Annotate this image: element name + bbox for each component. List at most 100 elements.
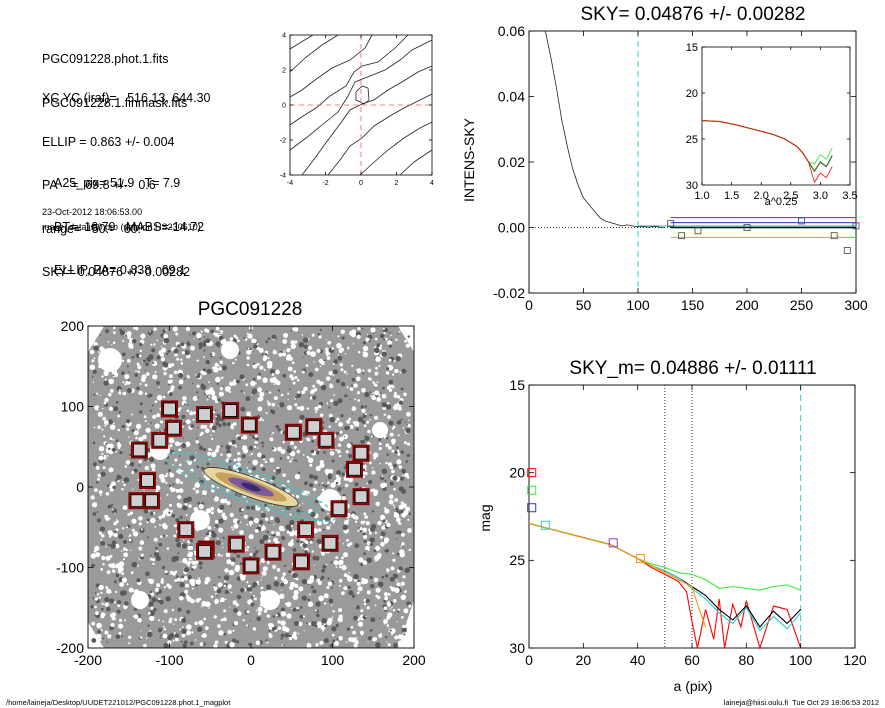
noise-speck: [113, 326, 116, 330]
noise-speck: [356, 376, 361, 382]
noise-speck: [332, 610, 335, 613]
noise-speck: [391, 427, 394, 430]
noise-speck: [165, 393, 167, 396]
noise-speck: [189, 411, 194, 416]
noise-speck: [104, 425, 107, 427]
noise-speck: [175, 332, 179, 336]
noise-speck: [344, 436, 346, 438]
noise-speck: [381, 525, 386, 530]
noise-speck: [186, 460, 188, 462]
noise-speck: [110, 623, 115, 627]
param-center: XC,YC (iraf)= 516.13, 644.30: [42, 91, 211, 105]
noise-speck: [394, 498, 399, 502]
noise-speck: [250, 595, 254, 599]
noise-speck: [150, 517, 156, 524]
noise-speck: [297, 632, 300, 635]
noise-speck: [396, 579, 398, 582]
noise-speck: [260, 587, 263, 590]
noise-speck: [329, 416, 336, 423]
noise-speck: [228, 459, 232, 463]
noise-speck: [169, 486, 173, 490]
noise-speck: [139, 540, 145, 545]
noise-speck: [195, 452, 197, 454]
noise-speck: [236, 520, 240, 524]
noise-speck: [167, 634, 173, 641]
noise-speck: [168, 619, 172, 624]
noise-speck: [390, 334, 392, 337]
noise-speck: [167, 640, 172, 645]
noise-speck: [364, 515, 368, 519]
noise-speck: [255, 640, 261, 646]
noise-speck: [137, 617, 142, 623]
noise-speck: [373, 452, 379, 458]
noise-speck: [136, 424, 139, 428]
noise-speck: [398, 400, 404, 405]
noise-speck: [119, 618, 123, 623]
noise-speck: [276, 608, 278, 610]
noise-speck: [394, 587, 400, 593]
noise-speck: [373, 383, 377, 387]
noise-speck: [324, 602, 327, 605]
noise-speck: [153, 537, 158, 542]
noise-speck: [122, 558, 125, 561]
noise-speck: [290, 340, 296, 345]
noise-speck: [100, 538, 103, 541]
noise-speck: [338, 348, 343, 353]
noise-speck: [391, 469, 395, 474]
noise-speck: [372, 392, 375, 395]
noise-speck: [385, 404, 392, 410]
noise-speck: [267, 357, 270, 360]
noise-speck: [312, 435, 317, 440]
noise-speck: [328, 598, 334, 604]
noise-speck: [363, 540, 367, 543]
galaxy-core: [241, 482, 261, 492]
noise-speck: [190, 545, 193, 549]
noise-speck: [240, 390, 243, 393]
noise-speck: [224, 640, 228, 644]
noise-speck: [128, 371, 130, 373]
noise-speck: [224, 589, 230, 595]
noise-speck: [232, 600, 238, 605]
sky-box-fill: [229, 537, 243, 551]
noise-speck: [183, 576, 189, 581]
noise-speck: [101, 452, 104, 455]
noise-speck: [118, 533, 124, 540]
noise-speck: [163, 371, 167, 376]
noise-speck: [363, 602, 367, 606]
noise-speck: [108, 419, 113, 425]
noise-speck: [215, 598, 219, 603]
sky-box-outline: [227, 535, 245, 553]
noise-speck: [114, 580, 117, 584]
noise-speck: [378, 438, 382, 442]
noise-speck: [258, 347, 264, 353]
noise-speck: [134, 373, 138, 377]
noise-speck: [198, 443, 201, 446]
noise-speck: [380, 542, 385, 547]
noise-speck: [242, 445, 248, 451]
inset-ytick-label: 30: [686, 180, 698, 192]
noise-speck: [237, 436, 242, 441]
noise-speck: [372, 332, 375, 335]
noise-speck: [272, 447, 275, 450]
noise-speck: [288, 356, 293, 361]
noise-speck: [388, 499, 394, 505]
noise-speck: [301, 334, 304, 336]
noise-speck: [320, 360, 325, 366]
noise-speck: [161, 566, 166, 570]
noise-speck: [327, 512, 329, 515]
noise-speck: [310, 449, 315, 454]
noise-speck: [290, 581, 296, 588]
noise-speck: [219, 331, 221, 334]
noise-speck: [150, 606, 154, 610]
noise-speck: [157, 619, 160, 622]
noise-speck: [248, 516, 254, 522]
noise-speck: [362, 475, 366, 479]
noise-speck: [171, 363, 175, 367]
noise-speck: [380, 392, 382, 394]
noise-speck: [189, 334, 191, 336]
noise-speck: [360, 609, 364, 613]
noise-speck: [375, 642, 381, 648]
noise-speck: [290, 348, 292, 350]
noise-speck: [248, 461, 251, 464]
sky-box-fill: [153, 433, 167, 447]
